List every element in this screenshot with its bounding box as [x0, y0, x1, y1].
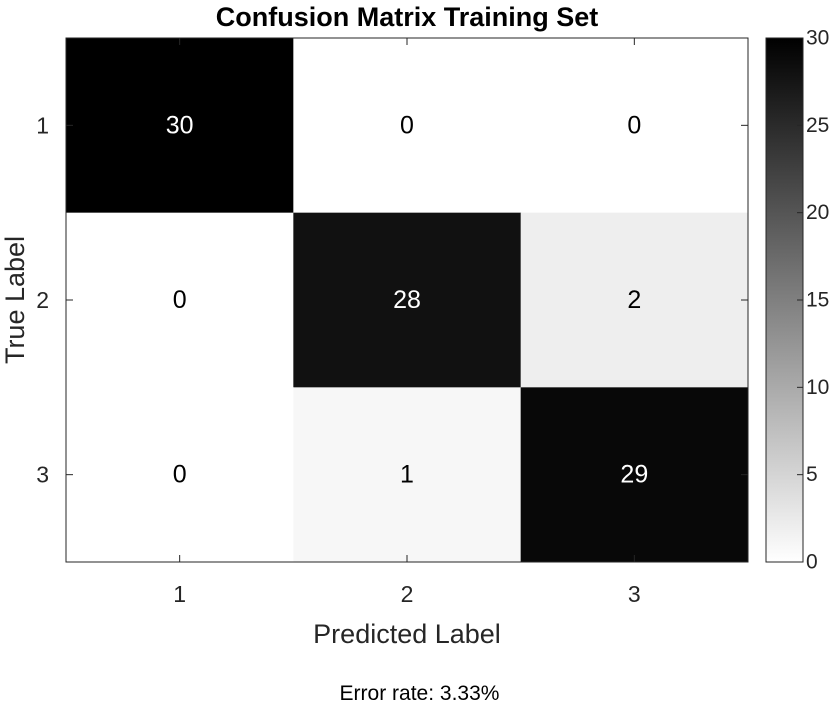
y-tick-label: 2	[36, 287, 49, 313]
x-tick-label: 2	[401, 581, 414, 607]
heatmap-cell-r3-c3	[520, 387, 749, 563]
chart-title: Confusion Matrix Training Set	[216, 2, 599, 32]
y-tick-label: 1	[36, 112, 49, 138]
x-tick-label: 1	[173, 581, 186, 607]
cell-value-r3-c1: 0	[173, 461, 187, 489]
colorbar-tick-label: 10	[806, 376, 829, 399]
cell-value-r3-c3: 29	[620, 461, 648, 489]
x-axis-label: Predicted Label	[313, 619, 501, 649]
x-axis-ticks: 1 2 3	[173, 38, 641, 607]
heatmap-cell-r2-c1	[66, 212, 294, 388]
cell-value-r3-c2: 1	[400, 461, 414, 489]
colorbar-tick-label: 0	[806, 551, 818, 574]
cell-value-r2-c1: 0	[173, 286, 187, 314]
colorbar-tick-label: 30	[806, 27, 829, 50]
heatmap-cell-r1-c1	[66, 38, 294, 214]
colorbar-tick-label: 15	[806, 289, 829, 312]
heatmap-cell-r2-c2	[293, 212, 522, 388]
colorbar-tick-label: 20	[806, 201, 829, 224]
y-axis-label: True Label	[0, 236, 30, 364]
cell-value-r2-c3: 2	[627, 286, 641, 314]
colorbar-tick-label: 25	[806, 114, 829, 137]
heatmap-cell-labels: 30 0 0 0 28 2 0 1 29	[166, 111, 648, 488]
heatmap-cell-r2-c3	[520, 212, 749, 388]
heatmap-cell-r1-c3	[520, 38, 749, 214]
x-tick-label: 3	[628, 581, 641, 607]
colorbar-ticks: 0 5 10 15 20 25 30	[797, 27, 829, 574]
colorbar	[765, 37, 804, 563]
heatmap-cells	[66, 38, 749, 563]
error-rate-text: Error rate: 3.33%	[339, 682, 500, 705]
heatmap-cell-r3-c2	[293, 387, 522, 563]
cell-value-r1-c1: 30	[166, 111, 194, 139]
cell-value-r1-c3: 0	[627, 111, 641, 139]
heatmap-cell-r3-c1	[66, 387, 294, 563]
y-axis-ticks: 1 2 3	[36, 112, 748, 488]
y-tick-label: 3	[36, 462, 49, 488]
confusion-matrix-chart: Confusion Matrix Training Set 30 0 00 28 20 1…	[0, 2, 829, 649]
cell-value-r1-c2: 0	[400, 111, 414, 139]
heatmap-cell-r1-c2	[293, 38, 522, 214]
cell-value-r2-c2: 28	[393, 286, 421, 314]
colorbar-tick-label: 5	[806, 463, 818, 486]
